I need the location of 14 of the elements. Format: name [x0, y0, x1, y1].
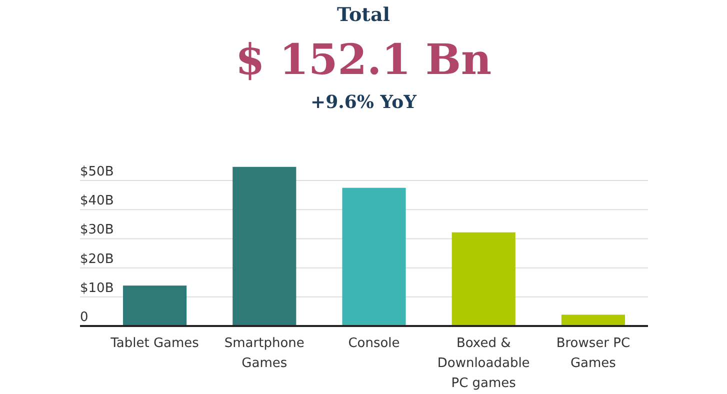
y-tick-label: $40B: [80, 194, 114, 209]
y-tick-label: $50B: [80, 164, 114, 180]
y-tick-label: $10B: [80, 280, 114, 296]
x-tick-label: Tablet Games: [110, 336, 200, 351]
x-tick-label: Smartphone Games: [224, 336, 304, 371]
text: +9.6% YoY: [310, 92, 418, 113]
chart-subtitle: $ 152.1 Bn: [235, 35, 492, 84]
y-tick-label: $20B: [80, 252, 114, 267]
y-tick-label: 0: [80, 310, 88, 325]
x-tick-label: Console: [348, 336, 400, 351]
x-tick-label: Browser PC Games: [556, 336, 630, 371]
chart-title: Total: [337, 4, 390, 26]
y-tick-label: $30B: [80, 222, 114, 238]
x-tick-label: Boxed & Downloadable PC games: [437, 336, 530, 391]
